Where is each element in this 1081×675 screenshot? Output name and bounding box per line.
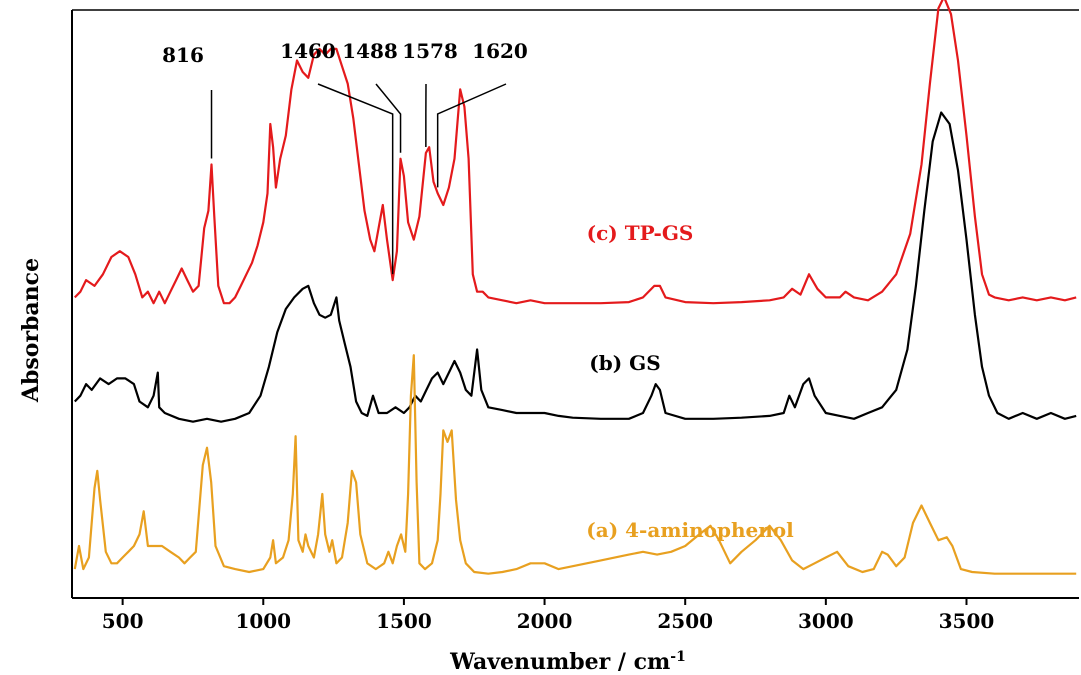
- plot-frame: [71, 9, 1079, 599]
- peak-leader-line: [436, 83, 507, 188]
- x-tick-label: 3000: [798, 609, 854, 633]
- x-tick-label: 2000: [517, 609, 573, 633]
- x-axis-title-superscript: -1: [670, 649, 686, 665]
- y-axis-title: Absorbance: [18, 258, 44, 403]
- series-label-2: (a) 4-aminophenol: [586, 518, 794, 542]
- peak-labels: 816 1460 1488 1578 1620: [162, 39, 528, 275]
- x-axis-title: Wavenumber / cm-1: [449, 649, 686, 675]
- x-tick-label: 2500: [657, 609, 713, 633]
- series-labels: (c) TP-GS (b) GS (a) 4-aminophenol: [586, 221, 794, 542]
- series-line-0: [74, 0, 1077, 305]
- peak-leader-line: [375, 83, 402, 153]
- x-axis-title-main: Wavenumber / cm: [449, 649, 670, 675]
- series-label-1: (b) GS: [589, 351, 660, 375]
- x-tick-label: 500: [102, 609, 144, 633]
- series-line-1: [74, 111, 1077, 423]
- x-tick-label: 1000: [235, 609, 291, 633]
- series-group: [73, 0, 1077, 575]
- peak-label: 1488: [342, 39, 398, 63]
- peak-leader-line: [317, 83, 394, 275]
- x-axis-ticks: 500 1000 1500 2000 2500 3000 3500: [102, 598, 995, 633]
- x-tick-label: 3500: [939, 609, 995, 633]
- x-tick-label: 1500: [376, 609, 432, 633]
- peak-label: 1460: [280, 39, 336, 63]
- peak-label: 1578: [402, 39, 458, 63]
- series-line-2: [73, 354, 1077, 575]
- peak-label: 816: [162, 43, 204, 67]
- peak-label: 1620: [472, 39, 528, 63]
- series-label-0: (c) TP-GS: [587, 221, 694, 245]
